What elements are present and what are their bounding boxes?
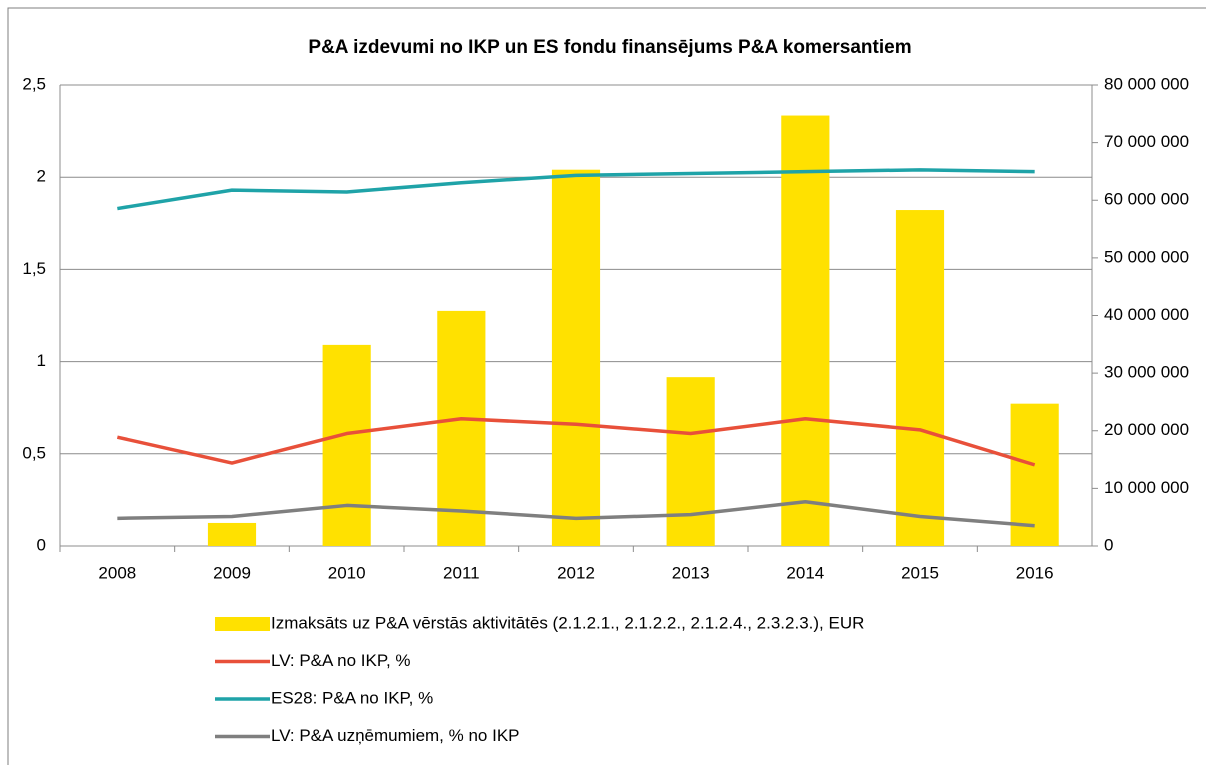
y2-tick-label: 70 000 000 xyxy=(1104,132,1189,151)
x-tick-label: 2009 xyxy=(213,563,251,582)
bar xyxy=(666,377,715,546)
bar xyxy=(781,115,830,546)
x-tick-label: 2016 xyxy=(1016,563,1054,582)
y2-tick-label: 30 000 000 xyxy=(1104,363,1189,382)
line-series xyxy=(116,417,1036,467)
y-tick-label: 0 xyxy=(37,535,46,554)
legend-label: Izmaksāts uz P&A vērstās aktivitātēs (2.… xyxy=(271,613,864,632)
y-tick-label: 0,5 xyxy=(22,443,46,462)
x-tick-label: 2015 xyxy=(901,563,939,582)
x-tick-label: 2012 xyxy=(557,563,595,582)
y2-tick-label: 0 xyxy=(1104,535,1113,554)
legend-label: LV: P&A no IKP, % xyxy=(271,651,411,670)
y2-tick-label: 60 000 000 xyxy=(1104,190,1189,209)
x-tick-label: 2011 xyxy=(443,563,480,582)
legend-swatch xyxy=(215,617,270,631)
x-tick-label: 2010 xyxy=(328,563,366,582)
legend-label: ES28: P&A no IKP, % xyxy=(271,688,433,707)
y-tick-label: 1,5 xyxy=(22,259,46,278)
x-tick-label: 2013 xyxy=(672,563,710,582)
legend-label: LV: P&A uzņēmumiem, % no IKP xyxy=(271,726,520,745)
y-tick-label: 2,5 xyxy=(22,74,46,93)
bar xyxy=(207,522,257,546)
y2-tick-label: 50 000 000 xyxy=(1104,247,1189,266)
y2-tick-label: 10 000 000 xyxy=(1104,478,1189,497)
y-tick-label: 1 xyxy=(37,351,46,370)
y2-tick-label: 40 000 000 xyxy=(1104,305,1189,324)
y-tick-label: 2 xyxy=(37,167,46,186)
x-tick-label: 2014 xyxy=(786,563,824,582)
bar xyxy=(551,169,601,547)
y2-tick-label: 80 000 000 xyxy=(1104,74,1189,93)
y2-tick-label: 20 000 000 xyxy=(1104,420,1189,439)
bar xyxy=(1010,403,1059,546)
x-tick-label: 2008 xyxy=(98,563,136,582)
line-series xyxy=(117,168,1035,211)
chart-title: P&A izdevumi no IKP un ES fondu finansēj… xyxy=(308,37,911,58)
bar xyxy=(322,344,371,546)
line-series xyxy=(117,499,1035,528)
chart-frame xyxy=(7,7,1206,765)
bar xyxy=(895,210,945,546)
bar xyxy=(437,310,486,546)
